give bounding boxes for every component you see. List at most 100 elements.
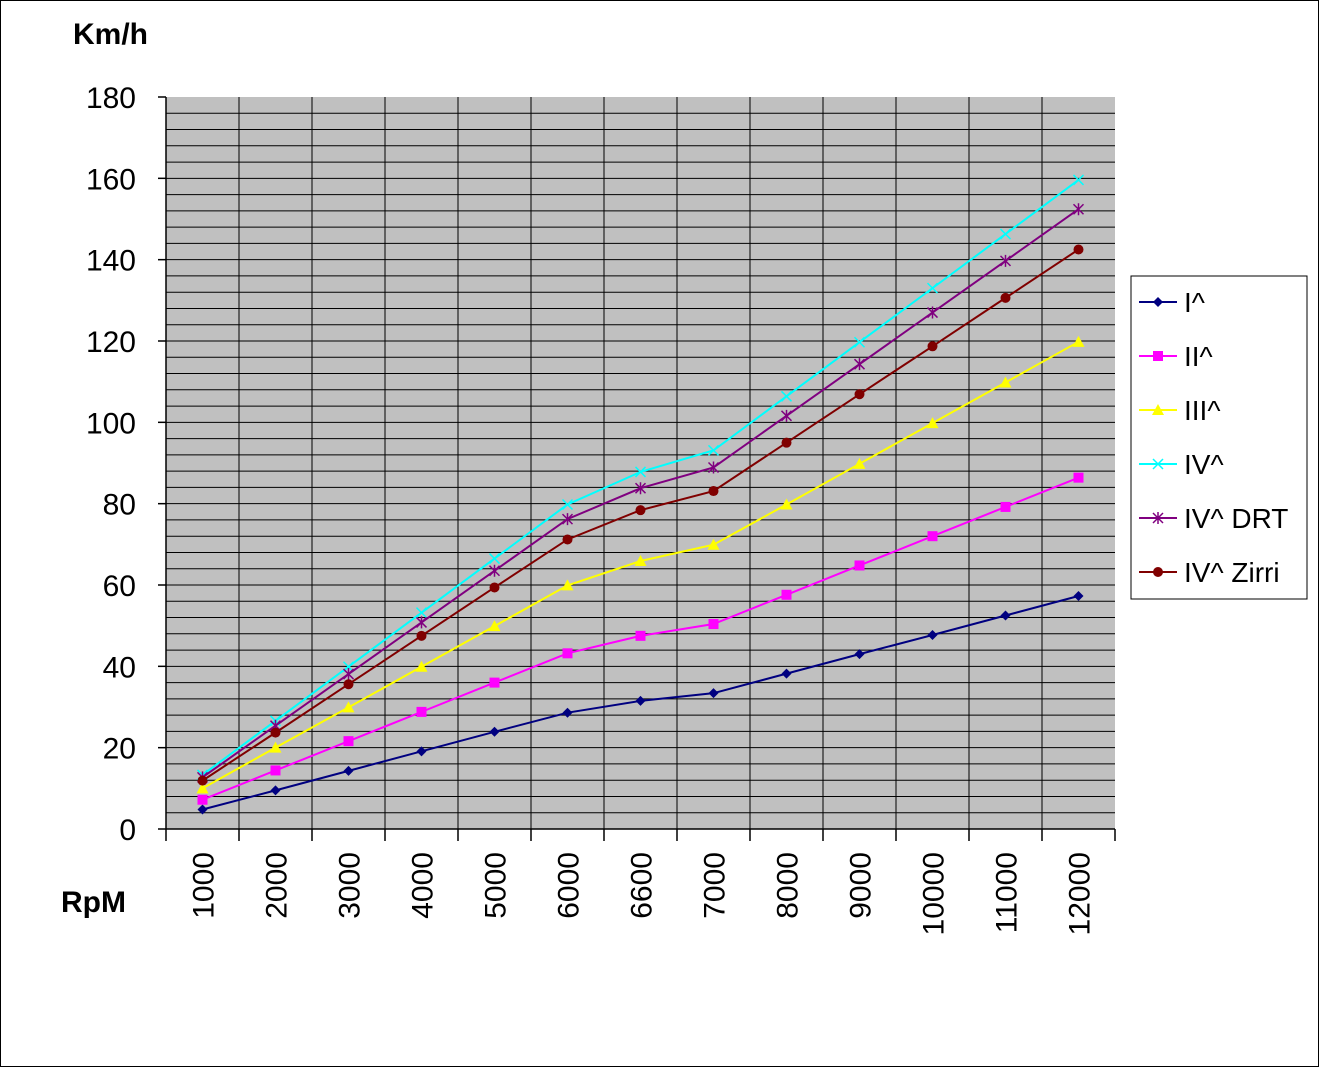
marker-diamond bbox=[489, 726, 500, 737]
legend-label: III^ bbox=[1184, 395, 1220, 426]
marker-square bbox=[1153, 351, 1163, 361]
marker-square bbox=[343, 736, 354, 747]
marker-star bbox=[342, 668, 355, 681]
y-tick-label: 120 bbox=[86, 326, 136, 359]
legend-item: I^ bbox=[1139, 287, 1205, 318]
marker-triangle bbox=[780, 498, 793, 510]
y-tick-label: 100 bbox=[86, 407, 136, 440]
marker-circle bbox=[562, 534, 573, 545]
marker-circle bbox=[489, 582, 500, 593]
marker-x bbox=[415, 607, 428, 619]
marker-triangle bbox=[1072, 335, 1085, 347]
series-1 bbox=[197, 472, 1084, 805]
marker-diamond bbox=[1153, 297, 1163, 307]
marker-circle bbox=[416, 630, 427, 641]
marker-circle bbox=[854, 389, 865, 400]
y-tick-label: 140 bbox=[86, 245, 136, 278]
marker-square bbox=[1000, 501, 1011, 512]
marker-diamond bbox=[416, 746, 427, 757]
marker-circle bbox=[270, 727, 281, 738]
marker-star bbox=[488, 564, 501, 577]
legend-label: IV^ DRT bbox=[1184, 503, 1288, 534]
marker-square bbox=[270, 765, 281, 776]
marker-triangle bbox=[561, 579, 574, 591]
marker-star bbox=[634, 482, 647, 495]
marker-triangle bbox=[926, 417, 939, 429]
marker-x bbox=[561, 498, 574, 511]
x-tick-label: 6600 bbox=[626, 852, 659, 919]
marker-x bbox=[853, 336, 866, 348]
x-tick-label: 11000 bbox=[991, 852, 1024, 933]
marker-square bbox=[562, 648, 573, 659]
marker-star bbox=[707, 461, 720, 474]
marker-circle bbox=[1153, 567, 1163, 577]
marker-star bbox=[561, 513, 574, 526]
y-tick-label: 0 bbox=[119, 814, 136, 847]
marker-star bbox=[926, 306, 939, 319]
series-3 bbox=[196, 174, 1085, 781]
marker-star bbox=[999, 254, 1012, 267]
legend-item: IV^ DRT bbox=[1139, 503, 1288, 534]
series-4 bbox=[196, 203, 1085, 784]
marker-diamond bbox=[343, 765, 354, 776]
grid-lines bbox=[166, 97, 1115, 829]
marker-diamond bbox=[197, 804, 208, 815]
y-tick-label: 20 bbox=[103, 733, 136, 766]
marker-triangle bbox=[196, 782, 209, 794]
legend-item: II^ bbox=[1139, 341, 1213, 372]
marker-x bbox=[707, 444, 720, 456]
marker-square bbox=[416, 706, 427, 717]
legend-box bbox=[1130, 275, 1308, 600]
plot-area bbox=[166, 97, 1115, 829]
marker-diamond bbox=[708, 688, 719, 699]
marker-square bbox=[781, 589, 792, 600]
marker-diamond bbox=[635, 695, 646, 706]
marker-diamond bbox=[270, 785, 281, 796]
marker-square bbox=[489, 677, 500, 688]
y-tick-label: 160 bbox=[86, 163, 136, 196]
marker-circle bbox=[1073, 244, 1084, 255]
marker-diamond bbox=[562, 707, 573, 718]
marker-square bbox=[708, 619, 719, 630]
x-tick-label: 3000 bbox=[334, 852, 367, 919]
marker-x bbox=[488, 553, 501, 565]
x-tick-label: 4000 bbox=[407, 852, 440, 919]
marker-square bbox=[854, 560, 865, 571]
marker-diamond bbox=[927, 630, 938, 641]
marker-x bbox=[780, 390, 793, 402]
x-tick-label: 2000 bbox=[261, 852, 294, 919]
marker-square bbox=[1073, 472, 1084, 483]
y-tick-label: 180 bbox=[86, 82, 136, 115]
marker-circle bbox=[927, 341, 938, 352]
marker-star bbox=[780, 409, 793, 422]
x-tick-label: 8000 bbox=[772, 852, 805, 919]
marker-star bbox=[1152, 512, 1164, 524]
marker-diamond bbox=[1073, 590, 1084, 601]
marker-triangle bbox=[342, 701, 355, 713]
marker-star bbox=[853, 358, 866, 371]
marker-triangle bbox=[999, 376, 1012, 388]
y-tick-label: 40 bbox=[103, 651, 136, 684]
marker-circle bbox=[781, 437, 792, 448]
marker-circle bbox=[197, 775, 208, 786]
series-layer bbox=[196, 174, 1085, 815]
legend-item: IV^ bbox=[1139, 449, 1224, 480]
marker-triangle bbox=[853, 457, 866, 469]
x-axis-title: RpM bbox=[61, 886, 126, 919]
x-tick-label: 6000 bbox=[553, 852, 586, 919]
marker-circle bbox=[343, 679, 354, 690]
marker-square bbox=[635, 630, 646, 641]
legend-label: I^ bbox=[1184, 287, 1205, 318]
y-axis-title: Km/h bbox=[73, 18, 148, 51]
marker-diamond bbox=[781, 668, 792, 679]
series-5 bbox=[197, 244, 1084, 786]
marker-x bbox=[999, 228, 1012, 240]
marker-triangle bbox=[488, 620, 501, 632]
x-tick-labels: 1000 2000 3000 4000 5000 6000 6600 7000 8000 9000… bbox=[188, 852, 1097, 935]
axes bbox=[158, 96, 1116, 841]
marker-square bbox=[197, 794, 208, 805]
legend-label: IV^ Zirri bbox=[1184, 557, 1280, 588]
marker-x bbox=[634, 466, 647, 478]
marker-star bbox=[1072, 203, 1085, 216]
